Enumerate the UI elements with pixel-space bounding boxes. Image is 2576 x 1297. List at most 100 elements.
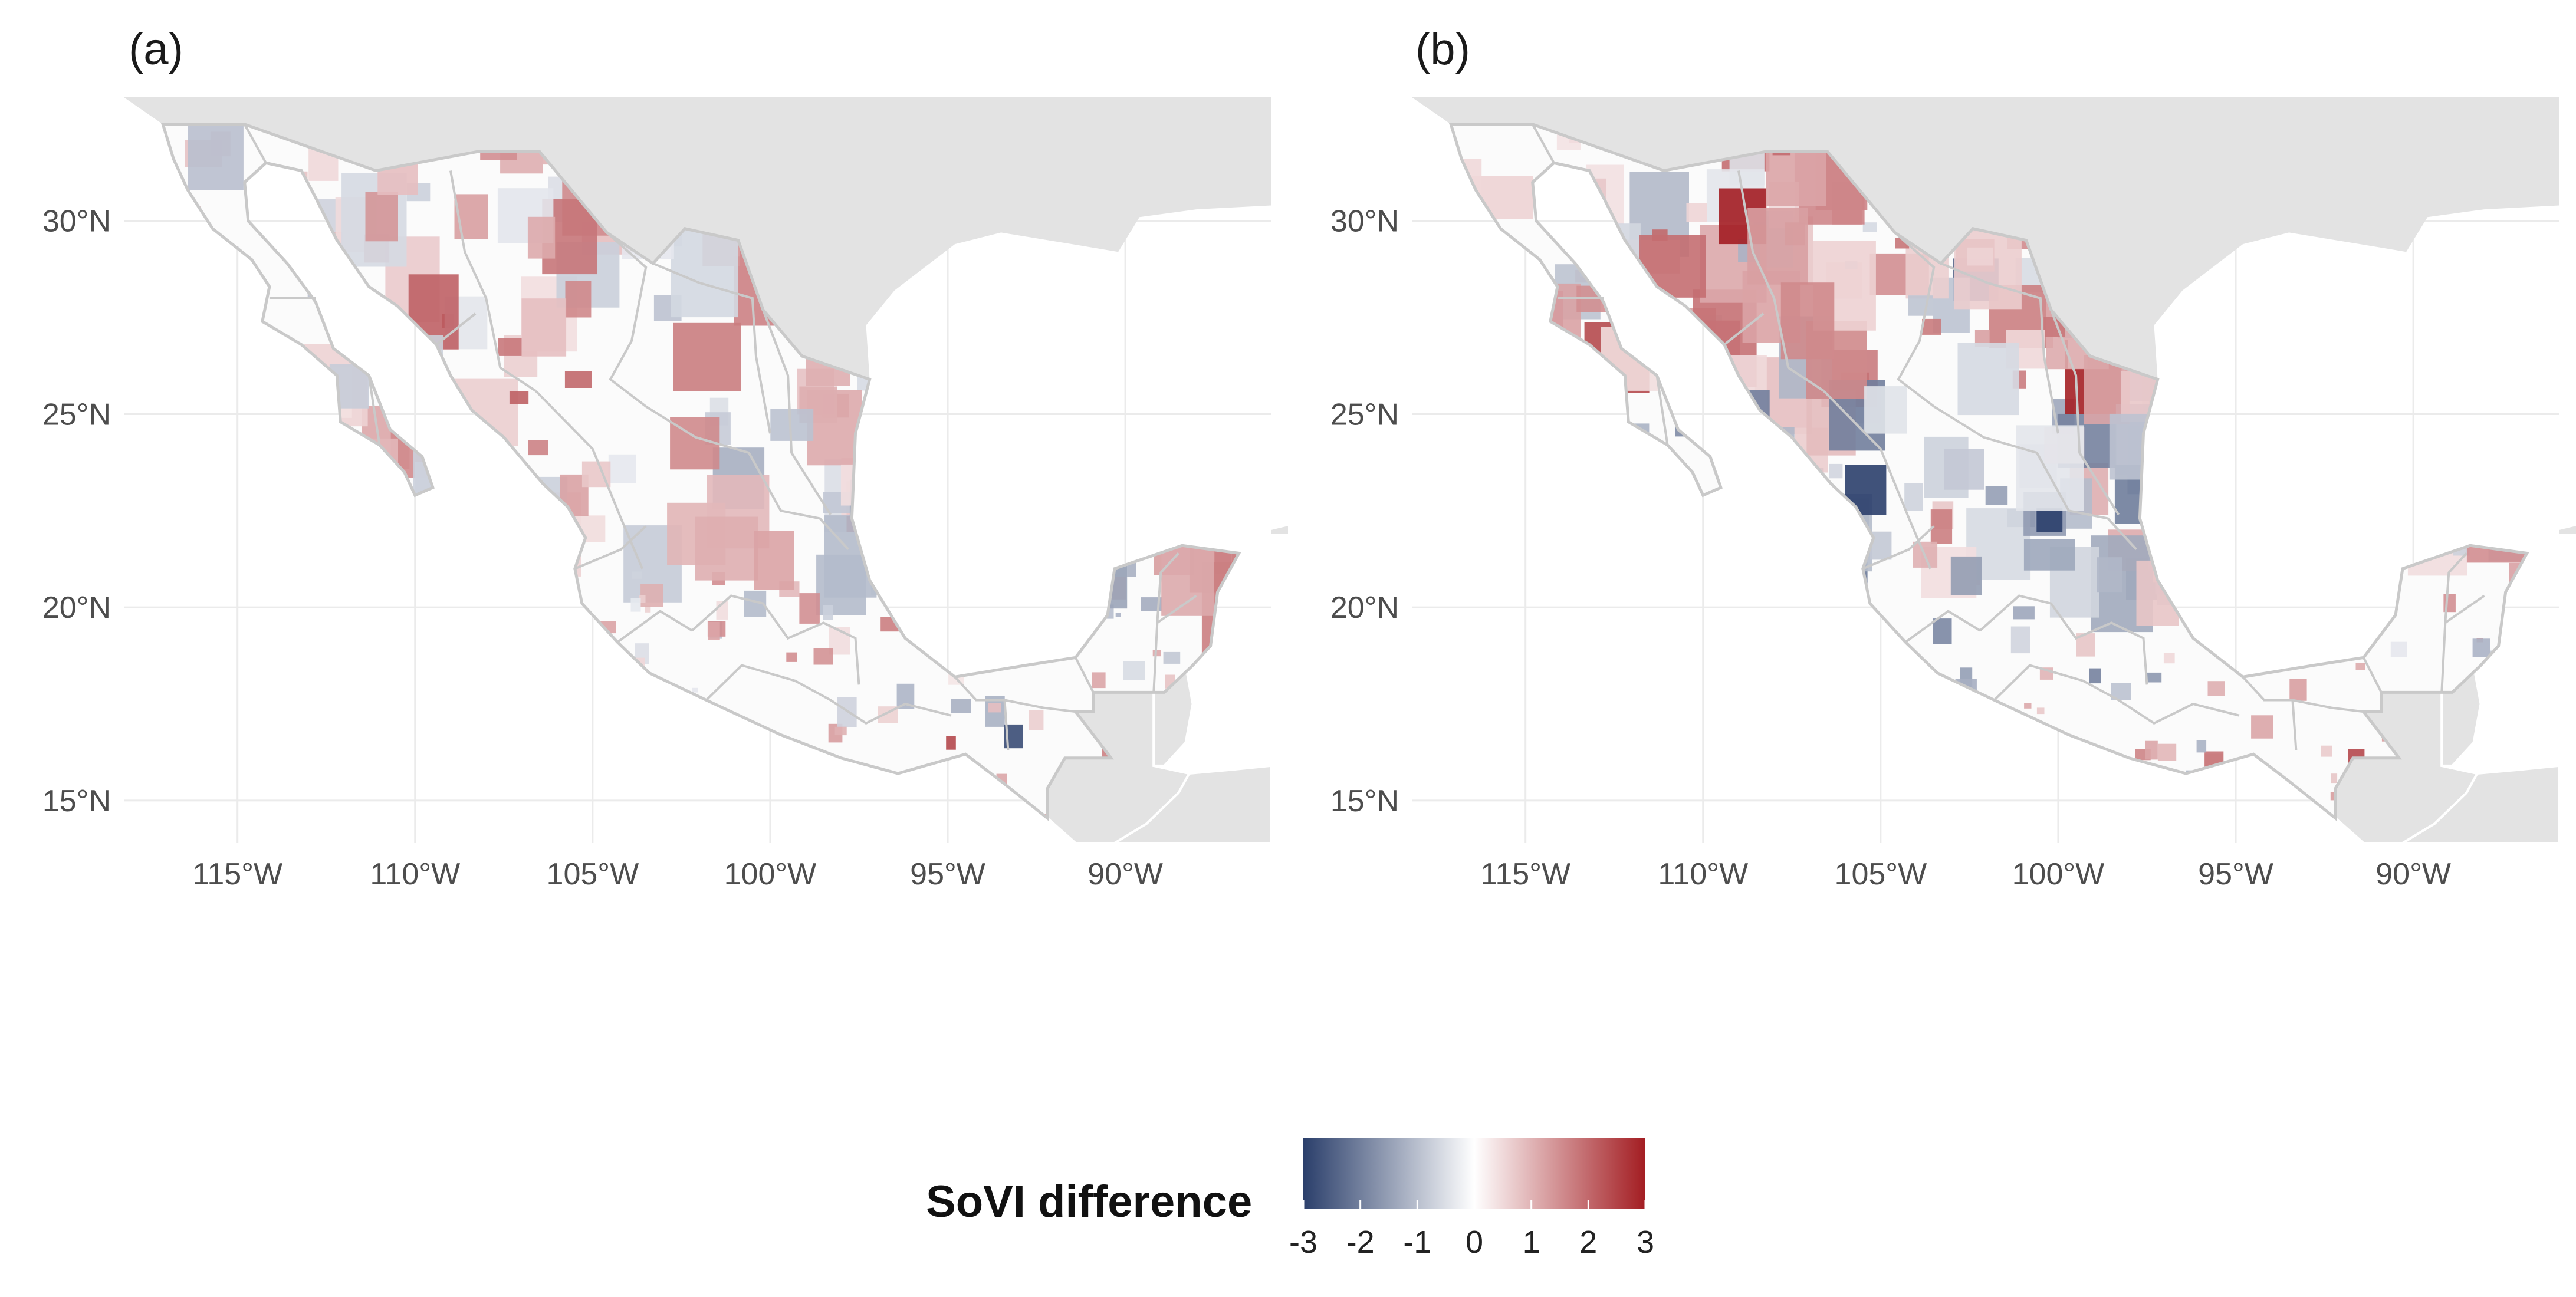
municipality-patch xyxy=(837,697,857,727)
municipality-patch xyxy=(959,413,1014,483)
municipality-patch xyxy=(434,785,444,799)
municipality-patch xyxy=(960,788,978,809)
municipality-patch xyxy=(834,726,847,736)
municipality-patch xyxy=(1589,812,1595,818)
municipality-patch xyxy=(148,816,162,832)
municipality-patch xyxy=(163,453,225,535)
x-tick-label: 110°W xyxy=(370,857,460,891)
municipality-patch xyxy=(2322,330,2363,357)
cuba-land xyxy=(1271,526,1288,534)
municipality-patch xyxy=(1068,516,1128,609)
state-border xyxy=(435,312,477,346)
municipality-patch xyxy=(2330,294,2366,331)
municipality-patch xyxy=(410,548,456,585)
municipality-patch xyxy=(301,468,327,492)
municipality-patch xyxy=(695,516,758,581)
municipality-patch xyxy=(199,455,219,483)
municipality-patch xyxy=(2493,468,2527,509)
municipality-patch xyxy=(2567,206,2576,239)
municipality-patch xyxy=(2023,539,2075,571)
municipality-patch xyxy=(1554,489,1576,516)
municipality-patch xyxy=(2057,814,2073,818)
municipality-patch xyxy=(359,473,374,492)
y-tick-label: 15°N xyxy=(42,784,111,818)
state-border xyxy=(1723,312,1765,346)
municipality-patch xyxy=(1623,719,1645,746)
state-border xyxy=(367,375,381,446)
municipality-patch xyxy=(1435,824,1451,837)
state-border xyxy=(1075,657,1095,693)
municipality-patch xyxy=(1483,670,1501,696)
municipality-patch xyxy=(1179,432,1198,462)
municipality-patch xyxy=(1177,448,1204,476)
municipality-patch xyxy=(455,556,516,595)
state-border xyxy=(762,309,832,515)
municipality-patch xyxy=(1086,368,1134,433)
municipality-patch xyxy=(1569,526,1601,554)
municipality-patch xyxy=(1751,545,1819,623)
municipality-patch xyxy=(489,584,499,592)
municipality-patch xyxy=(2296,293,2322,325)
municipality-patch xyxy=(2277,819,2288,834)
municipality-patch xyxy=(1793,815,1802,818)
state-border xyxy=(243,123,267,164)
municipality-patch xyxy=(2106,813,2121,818)
municipality-patch xyxy=(130,742,147,762)
mexico-outline xyxy=(160,123,1241,821)
map-panel-a: 115°W 110°W 105°W 100°W 95°W 90°W 30°N 25°N 20°N… xyxy=(42,97,1288,891)
municipality-patch xyxy=(2504,376,2527,444)
municipality-patch xyxy=(317,613,326,623)
municipality-patch xyxy=(1115,613,1121,617)
municipality-patch xyxy=(1029,424,1063,453)
map-panel-b: 115°W 110°W 105°W 100°W 95°W 90°W 30°N 25°N 20°N… xyxy=(1330,97,2576,891)
state-border xyxy=(606,231,648,407)
municipality-patch xyxy=(1496,561,1544,635)
municipality-patch xyxy=(1161,221,1180,235)
municipality-patch xyxy=(2535,411,2565,447)
municipality-patch xyxy=(1957,343,2019,416)
municipality-patch xyxy=(165,785,179,799)
municipality-patch xyxy=(849,479,900,516)
municipality-patch xyxy=(2196,353,2262,402)
municipality-patch xyxy=(485,727,492,735)
municipality-patch xyxy=(2036,707,2045,715)
municipality-patch xyxy=(2315,534,2367,618)
municipality-patch xyxy=(692,687,698,693)
x-tick-label: 100°W xyxy=(2012,857,2105,891)
municipality-patch xyxy=(163,410,182,459)
municipality-patch xyxy=(1266,648,1283,665)
municipality-patch xyxy=(2544,450,2576,486)
municipality-patch xyxy=(2164,555,2191,573)
municipality-patch xyxy=(2532,294,2571,341)
municipality-patch xyxy=(512,607,529,624)
municipality-patch xyxy=(293,623,305,639)
municipality-patch xyxy=(975,631,983,638)
municipality-patch xyxy=(1674,320,1740,419)
municipality-patch xyxy=(163,392,203,445)
municipality-patch xyxy=(2526,585,2527,595)
municipality-patch xyxy=(1980,805,2001,818)
municipality-patch xyxy=(1933,618,1952,644)
municipality-patch xyxy=(1904,483,1923,511)
municipality-patch xyxy=(988,619,1008,644)
municipality-patch xyxy=(551,670,570,699)
state-border xyxy=(574,525,647,570)
municipality-patch xyxy=(993,370,1055,455)
x-tick-label: 105°W xyxy=(547,857,639,891)
municipality-patch xyxy=(1073,344,1097,373)
municipality-patch xyxy=(1565,524,1578,539)
municipality-patch xyxy=(307,264,354,298)
municipality-patch xyxy=(528,440,548,456)
municipality-patch xyxy=(2522,553,2527,615)
municipality-patch xyxy=(2556,516,2576,560)
municipality-patch xyxy=(183,677,203,697)
municipality-patch xyxy=(1005,591,1017,604)
municipality-patch xyxy=(231,720,254,746)
municipality-patch xyxy=(615,697,631,707)
municipality-patch xyxy=(2486,660,2506,674)
municipality-patch xyxy=(1554,516,1572,538)
municipality-patch xyxy=(1619,561,1671,630)
municipality-patch xyxy=(2411,235,2467,301)
municipality-patch xyxy=(959,374,995,397)
municipality-patch xyxy=(1499,478,1565,553)
